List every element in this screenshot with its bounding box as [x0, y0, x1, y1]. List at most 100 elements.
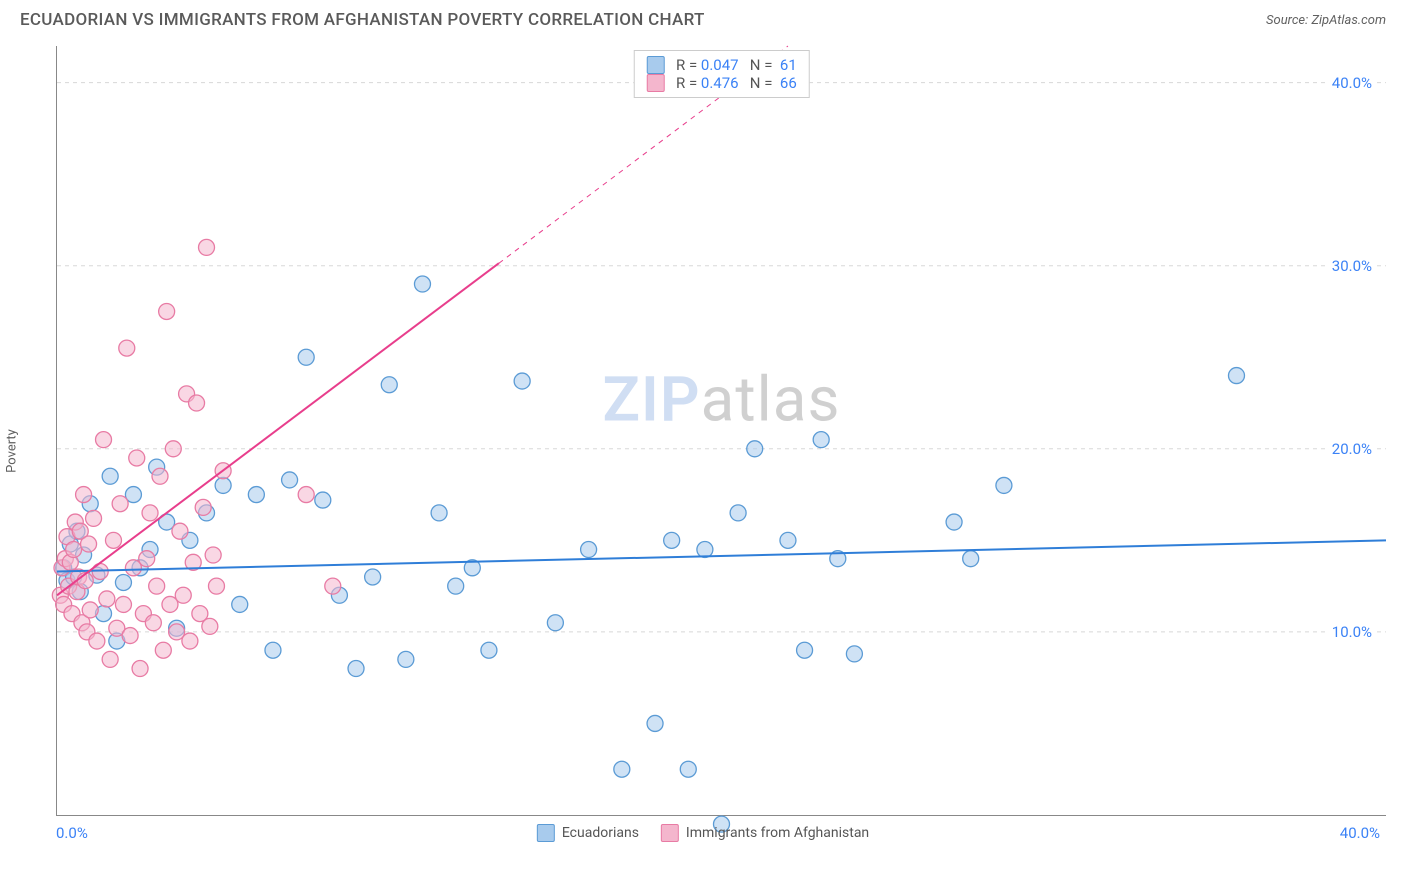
- scatter-point: [298, 487, 314, 503]
- chart-header: ECUADORIAN VS IMMIGRANTS FROM AFGHANISTA…: [0, 0, 1406, 36]
- scatter-point: [315, 492, 331, 508]
- scatter-point: [172, 523, 188, 539]
- scatter-point: [946, 514, 962, 530]
- scatter-point: [730, 505, 746, 521]
- scatter-point: [747, 441, 763, 457]
- chart-title: ECUADORIAN VS IMMIGRANTS FROM AFGHANISTA…: [20, 10, 705, 30]
- stats-text: R = 0.047 N = 61: [672, 56, 797, 74]
- scatter-point: [813, 432, 829, 448]
- stats-text: R = 0.476 N = 66: [672, 74, 797, 92]
- scatter-point: [298, 349, 314, 365]
- stats-row: R = 0.047 N = 61: [646, 56, 797, 74]
- scatter-point: [81, 536, 97, 552]
- scatter-point: [232, 596, 248, 612]
- scatter-point: [155, 642, 171, 658]
- scatter-point: [199, 239, 215, 255]
- source-name: ZipAtlas.com: [1311, 13, 1386, 28]
- scatter-point: [115, 574, 131, 590]
- plot-area: ZIPatlas R = 0.047 N = 61 R = 0.476 N = …: [56, 46, 1386, 816]
- scatter-point: [208, 578, 224, 594]
- trend-line: [57, 540, 1386, 571]
- stats-swatch: [646, 74, 664, 92]
- scatter-point: [846, 646, 862, 662]
- scatter-point: [122, 628, 138, 644]
- scatter-point: [165, 441, 181, 457]
- y-tick-label: 40.0%: [1328, 74, 1376, 92]
- scatter-point: [215, 477, 231, 493]
- scatter-point: [348, 661, 364, 677]
- legend-label: Ecuadorians: [562, 825, 639, 841]
- x-tick-max: 40.0%: [1340, 824, 1380, 842]
- scatter-point: [99, 591, 115, 607]
- y-tick-label: 10.0%: [1328, 623, 1376, 641]
- scatter-point: [132, 661, 148, 677]
- scatter-point: [325, 578, 341, 594]
- scatter-point: [89, 633, 105, 649]
- plot-svg: [57, 46, 1386, 815]
- scatter-point: [398, 651, 414, 667]
- scatter-point: [149, 578, 165, 594]
- scatter-point: [381, 377, 397, 393]
- scatter-point: [697, 542, 713, 558]
- trend-line: [57, 263, 499, 595]
- scatter-point: [514, 373, 530, 389]
- scatter-point: [365, 569, 381, 585]
- y-tick-label: 20.0%: [1328, 440, 1376, 458]
- stats-swatch: [646, 56, 664, 74]
- scatter-point: [175, 587, 191, 603]
- scatter-point: [1228, 368, 1244, 384]
- scatter-point: [780, 532, 796, 548]
- scatter-point: [86, 510, 102, 526]
- bottom-legend: Ecuadorians Immigrants from Afghanistan: [537, 824, 869, 842]
- legend-swatch: [661, 824, 679, 842]
- scatter-point: [481, 642, 497, 658]
- scatter-point: [248, 487, 264, 503]
- scatter-point: [102, 468, 118, 484]
- stats-row: R = 0.476 N = 66: [646, 74, 797, 92]
- scatter-point: [202, 618, 218, 634]
- scatter-point: [547, 615, 563, 631]
- scatter-point: [963, 551, 979, 567]
- stats-box: R = 0.047 N = 61 R = 0.476 N = 66: [633, 50, 810, 98]
- scatter-point: [115, 596, 131, 612]
- scatter-point: [119, 340, 135, 356]
- scatter-point: [145, 615, 161, 631]
- legend-label: Immigrants from Afghanistan: [686, 825, 869, 841]
- scatter-point: [102, 651, 118, 667]
- scatter-point: [105, 532, 121, 548]
- scatter-point: [182, 633, 198, 649]
- scatter-point: [66, 542, 82, 558]
- y-tick-label: 30.0%: [1328, 257, 1376, 275]
- scatter-point: [96, 432, 112, 448]
- scatter-point: [139, 551, 155, 567]
- scatter-point: [996, 477, 1012, 493]
- source-attribution: Source: ZipAtlas.com: [1266, 13, 1386, 28]
- scatter-point: [152, 468, 168, 484]
- scatter-point: [189, 395, 205, 411]
- scatter-point: [195, 499, 211, 515]
- scatter-point: [265, 642, 281, 658]
- scatter-point: [647, 715, 663, 731]
- scatter-point: [282, 472, 298, 488]
- scatter-point: [112, 496, 128, 512]
- scatter-point: [797, 642, 813, 658]
- scatter-point: [448, 578, 464, 594]
- scatter-point: [414, 276, 430, 292]
- scatter-point: [129, 450, 145, 466]
- scatter-point: [159, 303, 175, 319]
- chart-container: Poverty ZIPatlas R = 0.047 N = 61 R = 0.…: [20, 46, 1386, 856]
- scatter-point: [680, 761, 696, 777]
- legend-item: Ecuadorians: [537, 824, 639, 842]
- scatter-point: [431, 505, 447, 521]
- source-prefix: Source:: [1266, 13, 1311, 28]
- x-tick-min: 0.0%: [56, 824, 88, 842]
- legend-item: Immigrants from Afghanistan: [661, 824, 869, 842]
- scatter-point: [664, 532, 680, 548]
- scatter-point: [581, 542, 597, 558]
- scatter-point: [614, 761, 630, 777]
- scatter-point: [205, 547, 221, 563]
- legend-swatch: [537, 824, 555, 842]
- scatter-point: [142, 505, 158, 521]
- y-axis-label: Poverty: [5, 429, 20, 473]
- scatter-point: [76, 487, 92, 503]
